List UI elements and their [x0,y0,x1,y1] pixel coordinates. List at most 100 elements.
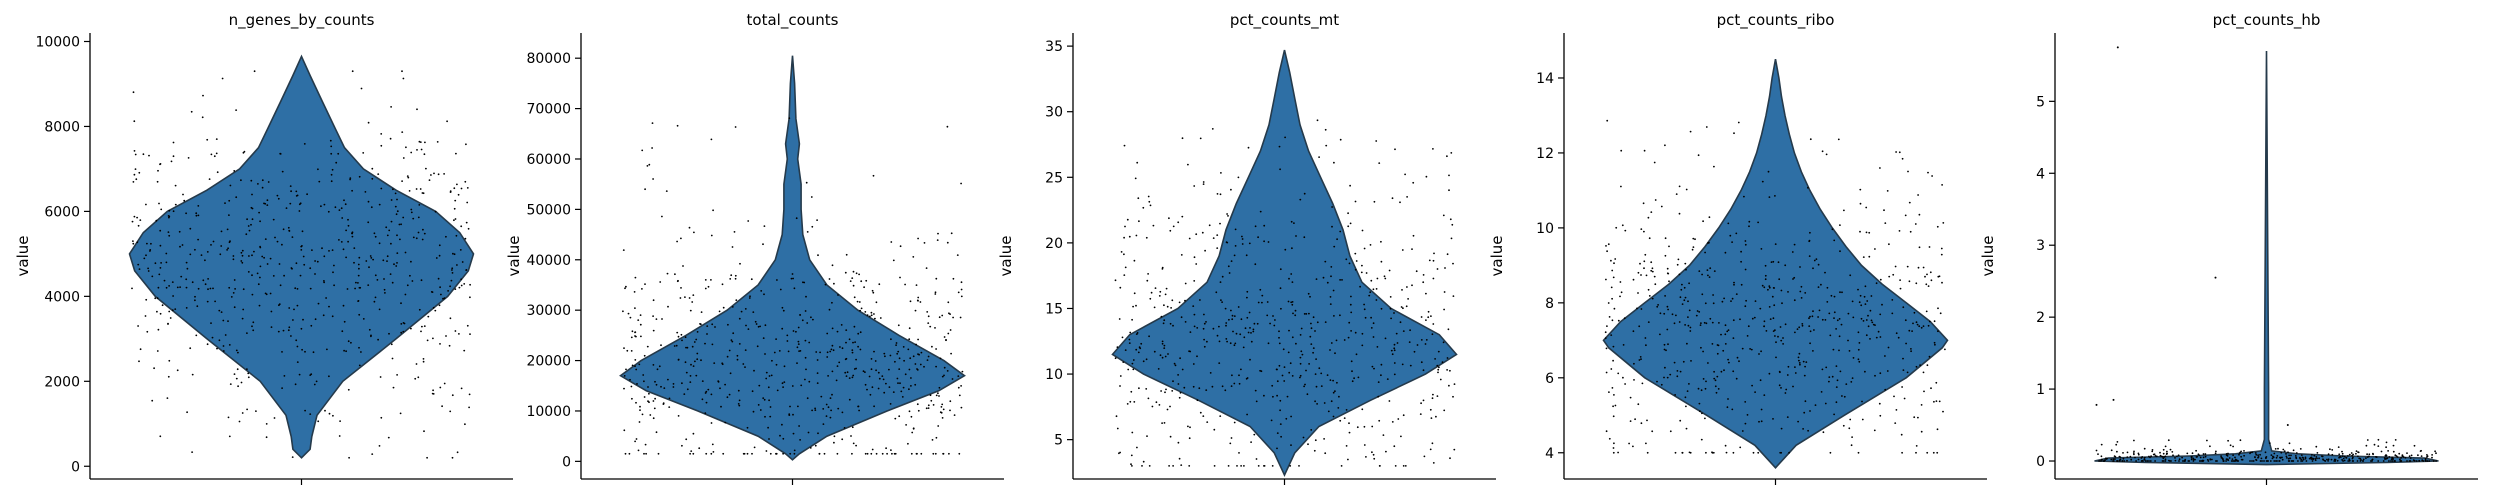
data-point [728,393,731,396]
data-point [1744,243,1747,246]
data-point [2350,452,2353,454]
data-point [1334,390,1336,393]
data-point [833,435,836,438]
data-point [465,221,468,224]
data-point [420,330,422,333]
data-point [1131,318,1133,321]
data-point [2254,456,2256,458]
data-point [1225,241,1228,244]
data-point [1664,144,1666,147]
data-point [258,211,260,214]
data-point [181,244,184,246]
data-point [1225,322,1228,324]
data-point [1787,291,1789,293]
data-point [416,149,418,151]
data-point [823,452,826,455]
data-point [247,372,250,375]
data-point [2211,458,2213,461]
data-point [1891,299,1894,301]
data-point [428,179,431,182]
data-point [318,180,321,183]
data-point [2377,460,2380,462]
data-point [425,167,427,170]
data-point [1240,465,1242,467]
data-point [1136,161,1139,164]
data-point [810,316,812,319]
data-point [1728,361,1730,364]
data-point [2326,458,2328,461]
data-point [1851,300,1854,303]
data-point [768,438,770,440]
data-point [298,373,301,376]
data-point [1780,289,1783,292]
data-point [762,397,765,399]
data-point [295,262,298,265]
data-point [1343,417,1346,419]
data-point [957,375,960,377]
y-tick-label: 2000 [44,374,80,390]
data-point [2183,460,2186,462]
data-point [2410,454,2413,457]
data-point [1276,432,1279,434]
data-point [1208,224,1211,227]
data-point [676,331,679,334]
data-point [1781,302,1783,305]
data-point [251,254,253,257]
data-point [756,345,759,348]
data-point [655,431,658,434]
data-point [2435,460,2438,462]
data-point [1722,349,1725,352]
data-point [132,240,134,243]
data-point [240,260,243,262]
data-point [1717,344,1720,347]
data-point [681,444,683,447]
data-point [1739,318,1741,321]
data-point [1863,295,1866,298]
data-point [1348,422,1350,425]
data-point [243,150,246,153]
data-point [276,194,279,197]
data-point [1395,332,1398,335]
data-point [943,336,946,338]
data-point [156,180,159,183]
data-point [1452,262,1454,265]
data-point [2149,456,2151,459]
data-point [2302,457,2305,459]
data-point [1448,189,1450,192]
data-point [456,451,459,454]
data-point [185,307,188,309]
data-point [1886,190,1889,192]
data-point [454,199,457,202]
data-point [1436,395,1439,397]
data-point [391,357,394,360]
data-point [412,236,415,239]
data-point [2190,455,2193,458]
data-point [1448,174,1450,177]
data-point [897,350,900,353]
data-point [652,329,655,332]
data-point [685,346,687,349]
data-point [1124,349,1127,351]
data-point [1808,239,1811,242]
data-point [235,377,238,380]
data-point [1283,380,1286,382]
data-point [1118,318,1121,320]
data-point [915,284,918,286]
data-point [348,456,350,459]
data-point [739,262,741,265]
data-point [1149,297,1152,300]
data-point [133,150,136,152]
data-point [1356,426,1359,429]
data-point [751,452,753,455]
data-point [1420,361,1423,364]
data-point [744,349,747,351]
data-point [1428,259,1431,262]
data-point [165,252,168,255]
data-point [633,291,636,293]
data-point [1130,454,1133,457]
data-point [291,236,294,239]
data-point [1133,401,1136,403]
data-point [1839,224,1841,227]
data-point [667,378,669,381]
